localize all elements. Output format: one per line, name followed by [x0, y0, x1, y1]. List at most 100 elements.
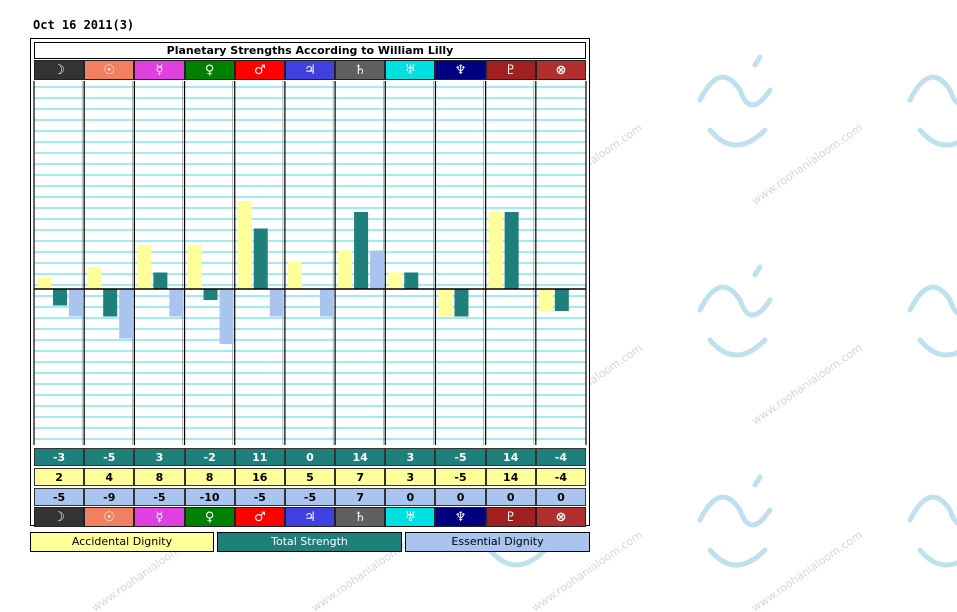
accidental-dignity-bar: [338, 250, 353, 289]
total-strength-bar: [253, 228, 268, 289]
planet-glyph: ☽: [34, 60, 85, 80]
watermark-text: www.roohanialoom.com: [749, 341, 865, 427]
accidental-dignity-value: -4: [535, 468, 586, 486]
accidental-dignity-value: 8: [184, 468, 235, 486]
planet-glyph: ♄: [335, 60, 386, 80]
total-strength-value: 14: [485, 448, 536, 466]
total-strength-bar: [53, 289, 67, 306]
planet-glyph: ♅: [385, 507, 436, 527]
total-strength-value: -4: [535, 448, 586, 466]
planet-glyph: ♃: [284, 60, 336, 80]
planet-glyph: ♀: [184, 507, 235, 527]
essential-dignity-value: -5: [234, 488, 285, 506]
essential-dignity-bar: [169, 289, 184, 317]
essential-dignity-bar: [119, 289, 134, 339]
strength-bar-plot: [33, 81, 587, 445]
total-strength-row: -3 -5 3 -2 11 0 14 3 -5 14 -4: [34, 448, 586, 466]
total-strength-bar: [454, 289, 469, 317]
essential-dignity-value: -5: [134, 488, 185, 506]
planet-glyph: ♇: [485, 507, 536, 527]
essential-dignity-value: -5: [284, 488, 336, 506]
planet-glyph: ♂: [234, 60, 285, 80]
total-strength-bar: [554, 289, 569, 311]
essential-dignity-value: -9: [84, 488, 135, 506]
essential-dignity-bar: [269, 289, 284, 317]
essential-dignity-value: -5: [34, 488, 85, 506]
total-strength-value: 3: [385, 448, 436, 466]
planet-glyph: ♇: [485, 60, 536, 80]
accidental-dignity-value: 7: [335, 468, 386, 486]
essential-dignity-bar: [219, 289, 234, 344]
essential-dignity-value: 0: [535, 488, 586, 506]
planet-glyph: ♆: [435, 507, 486, 527]
legend-total-strength: Total Strength: [217, 532, 402, 552]
planet-glyph: ♃: [284, 507, 336, 527]
chart-frame: Planetary Strengths According to William…: [30, 38, 590, 527]
total-strength-bar: [354, 212, 369, 289]
total-strength-value: 11: [234, 448, 285, 466]
total-strength-bar: [103, 289, 118, 317]
accidental-dignity-value: 3: [385, 468, 436, 486]
planet-glyph: ♂: [234, 507, 285, 527]
chart-title: Planetary Strengths According to William…: [34, 42, 586, 59]
essential-dignity-bar: [69, 289, 83, 317]
total-strength-value: -2: [184, 448, 235, 466]
accidental-dignity-row: 2 4 8 8 16 5 7 3 -5 14 -4: [34, 468, 586, 486]
total-strength-bar: [153, 272, 168, 289]
chart-date: Oct 16 2011(3): [33, 18, 135, 32]
planet-glyph: ☽: [34, 507, 85, 527]
essential-dignity-bar: [370, 250, 385, 289]
total-strength-bar: [404, 272, 419, 289]
essential-dignity-value: 0: [385, 488, 436, 506]
accidental-dignity-bar: [187, 245, 202, 289]
total-strength-value: -5: [84, 448, 135, 466]
planet-glyph: ☿: [134, 507, 185, 527]
watermark-logo: [907, 284, 957, 358]
accidental-dignity-bar: [237, 201, 252, 289]
accidental-dignity-bar: [388, 272, 403, 289]
planet-header-row: ☽ ☉ ☿ ♀ ♂ ♃ ♄ ♅ ♆ ♇ ⊗: [34, 60, 586, 80]
accidental-dignity-value: -5: [435, 468, 486, 486]
watermark-text: www.roohanialoom.com: [749, 528, 865, 612]
accidental-dignity-bar: [87, 267, 102, 289]
total-strength-value: 3: [134, 448, 185, 466]
legend-accidental-dignity: Accidental Dignity: [30, 532, 214, 552]
accidental-dignity-value: 14: [485, 468, 536, 486]
total-strength-value: 0: [284, 448, 336, 466]
accidental-dignity-value: 2: [34, 468, 85, 486]
total-strength-bar: [504, 212, 519, 289]
accidental-dignity-bar: [37, 278, 51, 289]
watermark-logo: [697, 54, 773, 148]
accidental-dignity-bar: [137, 245, 152, 289]
essential-dignity-value: 7: [335, 488, 386, 506]
grid-lines: [34, 86, 586, 440]
column-dividers: [33, 81, 587, 445]
accidental-dignity-value: 16: [234, 468, 285, 486]
watermark-logo: [697, 264, 773, 358]
total-strength-value: -3: [34, 448, 85, 466]
planet-glyph: ⊗: [535, 60, 586, 80]
planet-glyph: ♀: [184, 60, 235, 80]
essential-dignity-value: -10: [184, 488, 235, 506]
accidental-dignity-bar: [287, 261, 302, 289]
planet-glyph: ⊗: [535, 507, 586, 527]
total-strength-value: -5: [435, 448, 486, 466]
essential-dignity-row: -5 -9 -5 -10 -5 -5 7 0 0 0 0: [34, 488, 586, 506]
accidental-dignity-bar: [488, 212, 503, 289]
essential-dignity-value: 0: [435, 488, 486, 506]
planet-glyph: ☉: [84, 60, 135, 80]
watermark-logo: [907, 74, 957, 148]
essential-dignity-bar: [319, 289, 334, 317]
accidental-dignity-value: 4: [84, 468, 135, 486]
accidental-dignity-bar: [538, 289, 553, 311]
accidental-dignity-value: 8: [134, 468, 185, 486]
planet-footer-row: ☽ ☉ ☿ ♀ ♂ ♃ ♄ ♅ ♆ ♇ ⊗: [34, 507, 586, 527]
total-strength-bar: [203, 289, 218, 300]
planet-glyph: ☿: [134, 60, 185, 80]
watermark-text: www.roohanialoom.com: [749, 121, 865, 207]
watermark-logo: [907, 494, 957, 568]
watermark-logo: [697, 474, 773, 568]
accidental-dignity-value: 5: [284, 468, 336, 486]
planet-glyph: ♆: [435, 60, 486, 80]
planet-glyph: ☉: [84, 507, 135, 527]
